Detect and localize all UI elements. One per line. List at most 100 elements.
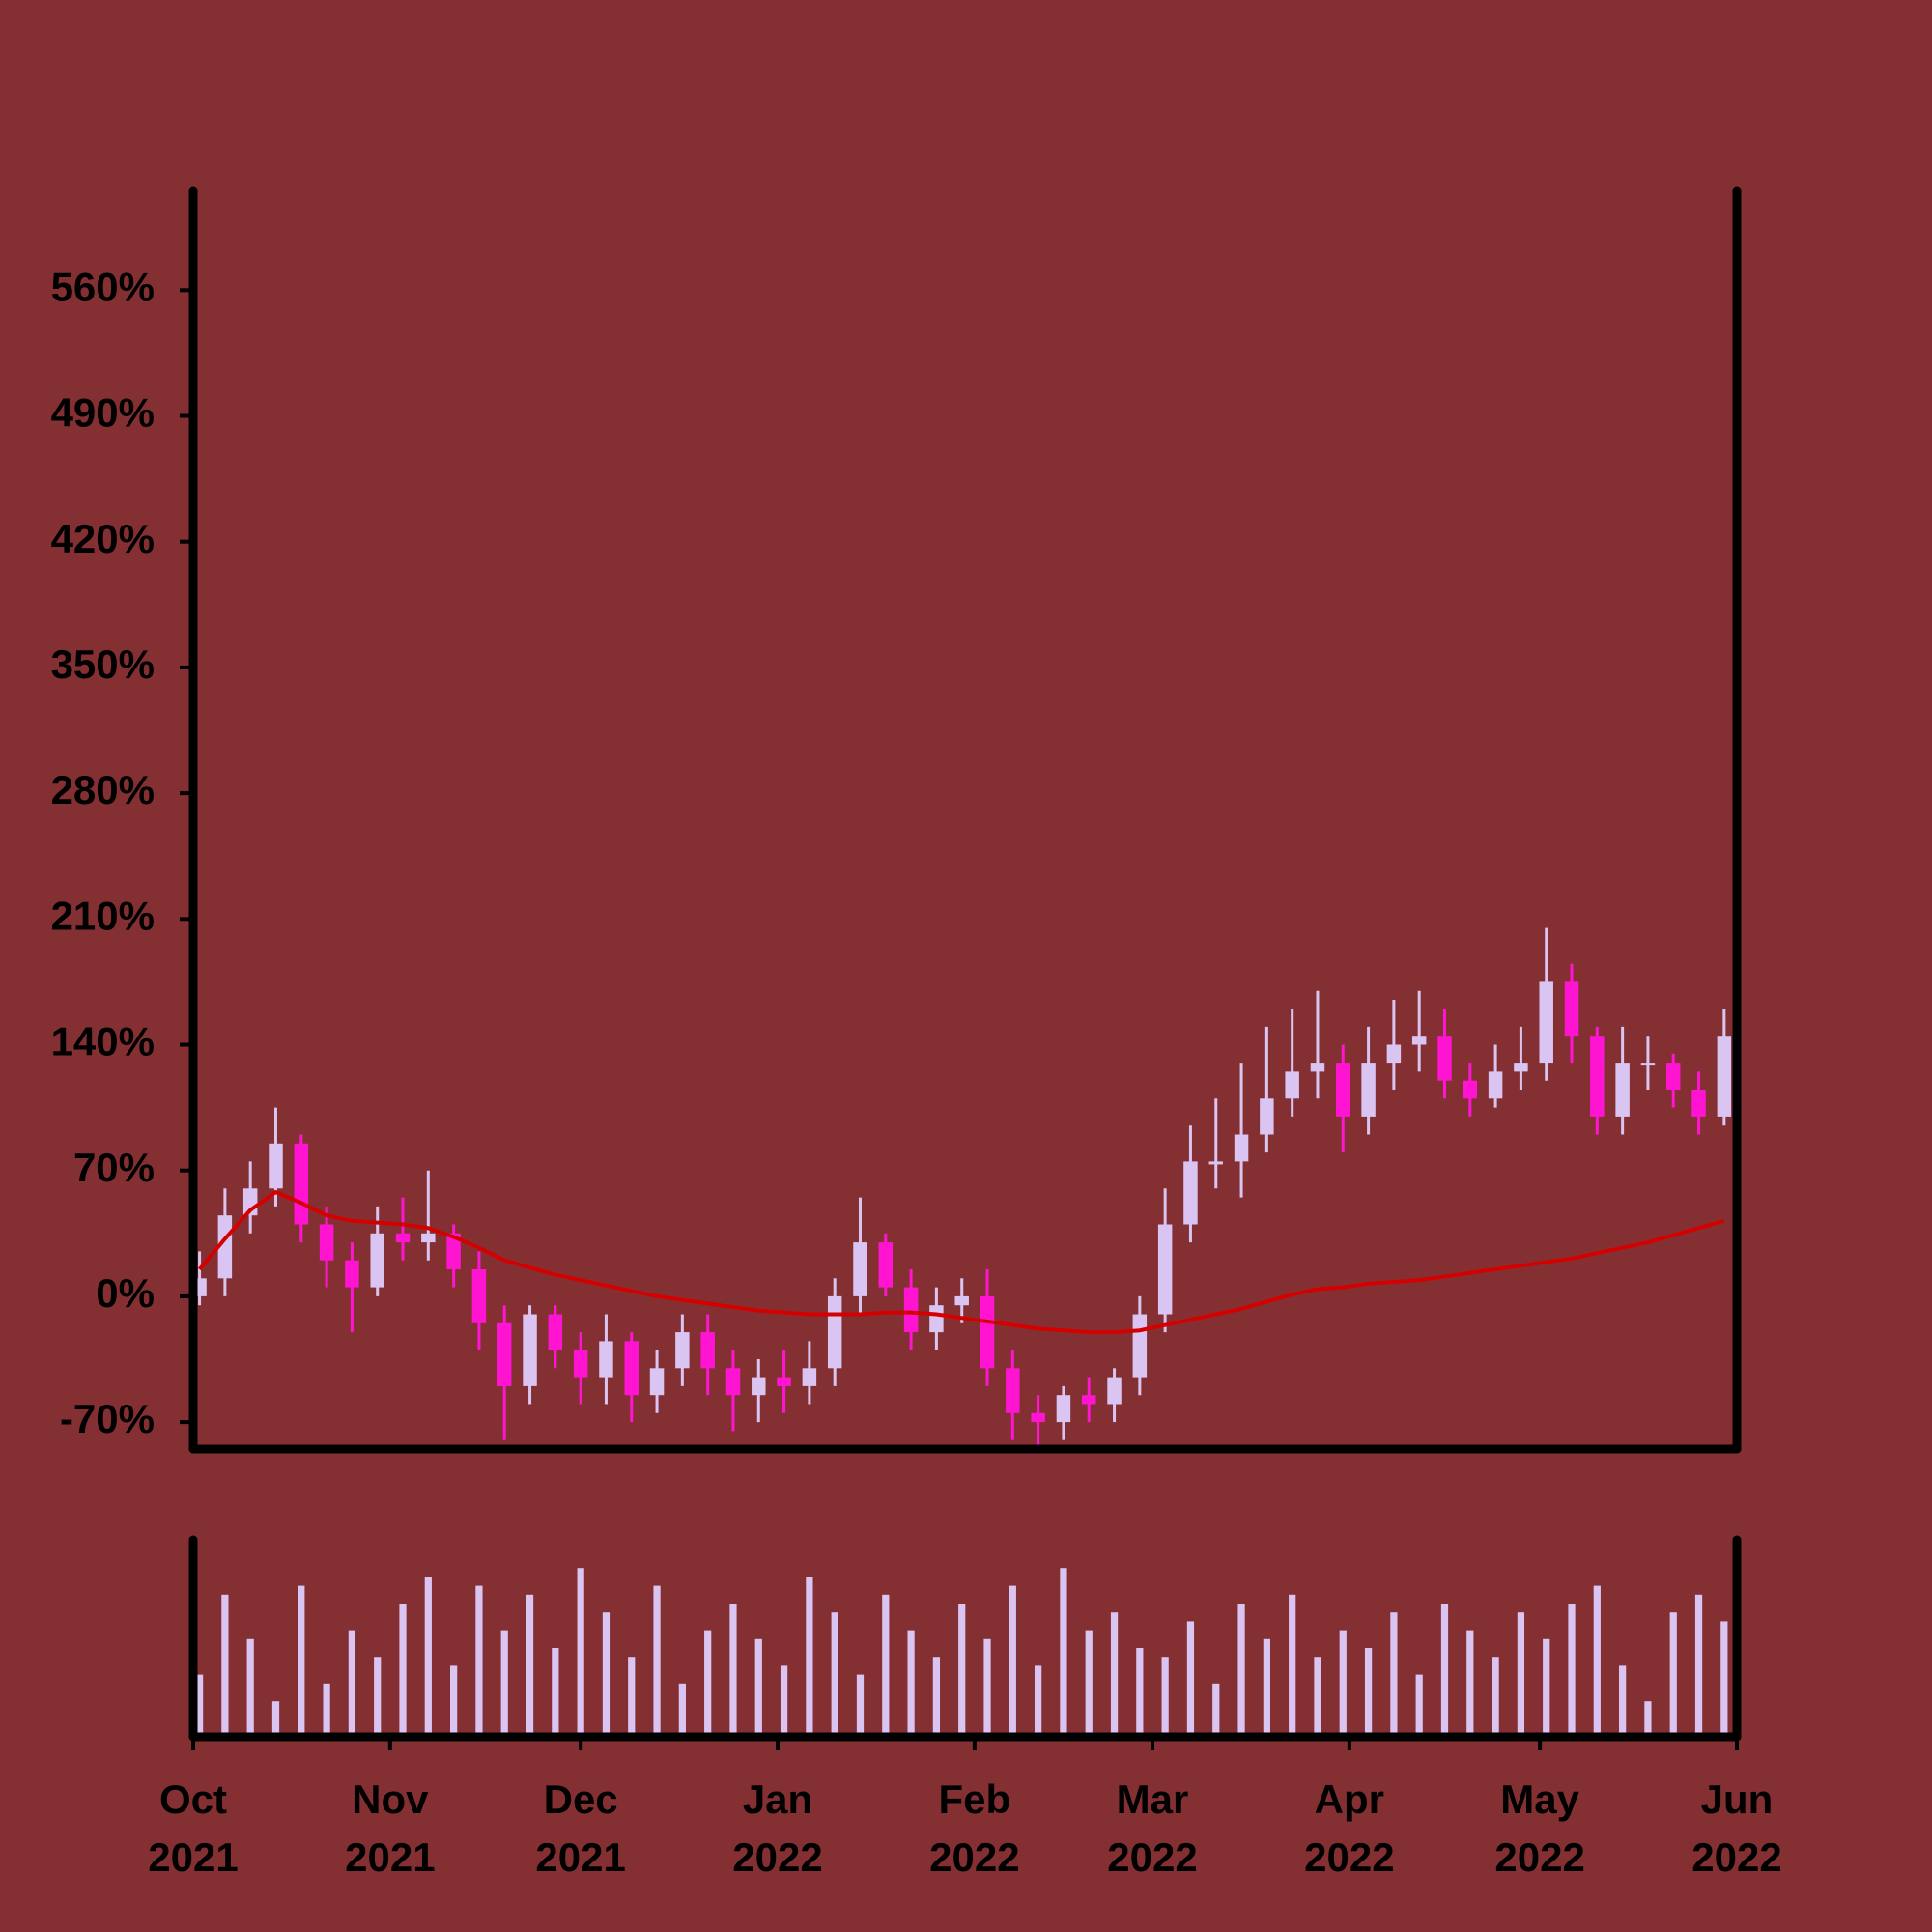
volume-bar: [1161, 1657, 1169, 1737]
volume-bar: [1492, 1657, 1499, 1737]
candle-body: [1107, 1377, 1122, 1405]
volume-bar: [1110, 1612, 1119, 1737]
candle-body: [1539, 981, 1553, 1064]
volume-bar: [374, 1657, 382, 1737]
candle-body: [725, 1368, 741, 1396]
volume-bar: [1619, 1665, 1627, 1737]
candle-body: [319, 1224, 334, 1261]
candle-body: [954, 1295, 969, 1306]
candle-body: [395, 1233, 411, 1243]
volume-bar: [1669, 1612, 1677, 1737]
y-tick-label: 140%: [51, 1019, 155, 1065]
candle-body: [1157, 1224, 1173, 1315]
candle-body: [1310, 1063, 1325, 1072]
volume-bar: [602, 1612, 611, 1737]
candle-body: [1260, 1098, 1274, 1135]
candle-body: [1006, 1368, 1020, 1413]
y-tick-label: 350%: [51, 641, 155, 687]
volume-bar: [1720, 1621, 1728, 1737]
volume-bar: [1237, 1604, 1245, 1737]
moving-average: [198, 1189, 1725, 1335]
candle-body: [853, 1242, 867, 1296]
volume-bar: [1136, 1648, 1144, 1737]
x-tick-label: Oct 2021: [148, 1776, 238, 1880]
volume-bar: [526, 1594, 534, 1737]
volume-bar: [1440, 1604, 1449, 1737]
volume-bar: [323, 1683, 330, 1737]
volume-bar: [1212, 1683, 1220, 1737]
x-tick-label: Mar 2022: [1107, 1776, 1197, 1880]
x-tick-label: Feb 2022: [929, 1776, 1019, 1880]
volume-bar: [1263, 1638, 1270, 1737]
candle-body: [523, 1314, 537, 1386]
volume-bar: [1339, 1630, 1347, 1737]
x-tick-label: Apr 2022: [1304, 1776, 1394, 1880]
volume-bar: [856, 1674, 865, 1737]
x-tick-label: Jan 2022: [732, 1776, 822, 1880]
candle-body: [1132, 1314, 1148, 1378]
volume-bar: [678, 1683, 686, 1737]
candle-body: [217, 1215, 233, 1279]
candle-body: [345, 1260, 359, 1288]
volume-bar: [1415, 1674, 1423, 1737]
candle-body: [1615, 1063, 1630, 1117]
candle-body: [1361, 1063, 1376, 1117]
volume-bar: [1593, 1585, 1601, 1737]
candle-body: [1031, 1412, 1045, 1423]
volume-bar: [424, 1577, 432, 1737]
candle-body: [1056, 1395, 1071, 1423]
candle-body: [878, 1242, 894, 1288]
volume-bar: [221, 1594, 229, 1737]
candle-body: [827, 1295, 842, 1369]
candle-body: [269, 1143, 283, 1189]
candle-body: [752, 1377, 766, 1396]
candle-body: [700, 1332, 715, 1369]
candle-body: [294, 1143, 309, 1225]
candle-body: [1437, 1036, 1452, 1081]
volume-bar: [780, 1665, 788, 1737]
y-tick-label: 280%: [51, 767, 155, 812]
y-tick-label: 420%: [51, 516, 155, 561]
x-tick-label: Nov 2021: [345, 1776, 435, 1880]
volume-bar: [983, 1638, 991, 1737]
volume-bar: [628, 1657, 636, 1737]
volume-bar: [1314, 1657, 1321, 1737]
volume-bar: [907, 1630, 915, 1737]
volume-bar: [1060, 1568, 1067, 1737]
candle-body: [1691, 1090, 1706, 1117]
volume-bar: [958, 1604, 966, 1737]
volume-bar: [1543, 1638, 1550, 1737]
volume-bar: [1289, 1594, 1296, 1737]
candle-body: [421, 1233, 436, 1243]
candle-body: [624, 1341, 639, 1396]
candle-body: [675, 1332, 690, 1369]
volume-bar: [399, 1604, 407, 1737]
candle-body: [903, 1287, 919, 1333]
volume-bar: [1035, 1665, 1042, 1737]
candle-body: [649, 1368, 665, 1396]
volume-bar: [500, 1630, 508, 1737]
volume-bar: [729, 1604, 737, 1737]
volume-bar: [475, 1585, 483, 1737]
volume-bar: [450, 1665, 458, 1737]
volume-bar: [704, 1630, 712, 1737]
candle-body: [1285, 1071, 1299, 1099]
x-tick-label: Dec 2021: [535, 1776, 625, 1880]
candle-body: [1183, 1161, 1198, 1225]
y-tick-label: -70%: [60, 1396, 155, 1441]
x-tick-label: May 2022: [1494, 1776, 1584, 1880]
candle-body: [1666, 1063, 1681, 1090]
candle-body: [1590, 1036, 1605, 1117]
volume-bar: [1364, 1648, 1373, 1737]
volume-bar: [298, 1585, 305, 1737]
candle-body: [1411, 1036, 1427, 1045]
volume-bar: [246, 1638, 254, 1737]
volume-bar: [1517, 1612, 1525, 1737]
candle-body: [548, 1314, 563, 1350]
candle-body: [802, 1368, 817, 1386]
volume-bar: [932, 1657, 941, 1737]
candle-body: [777, 1377, 791, 1386]
candle-body: [573, 1350, 588, 1378]
candle-body: [446, 1233, 461, 1269]
